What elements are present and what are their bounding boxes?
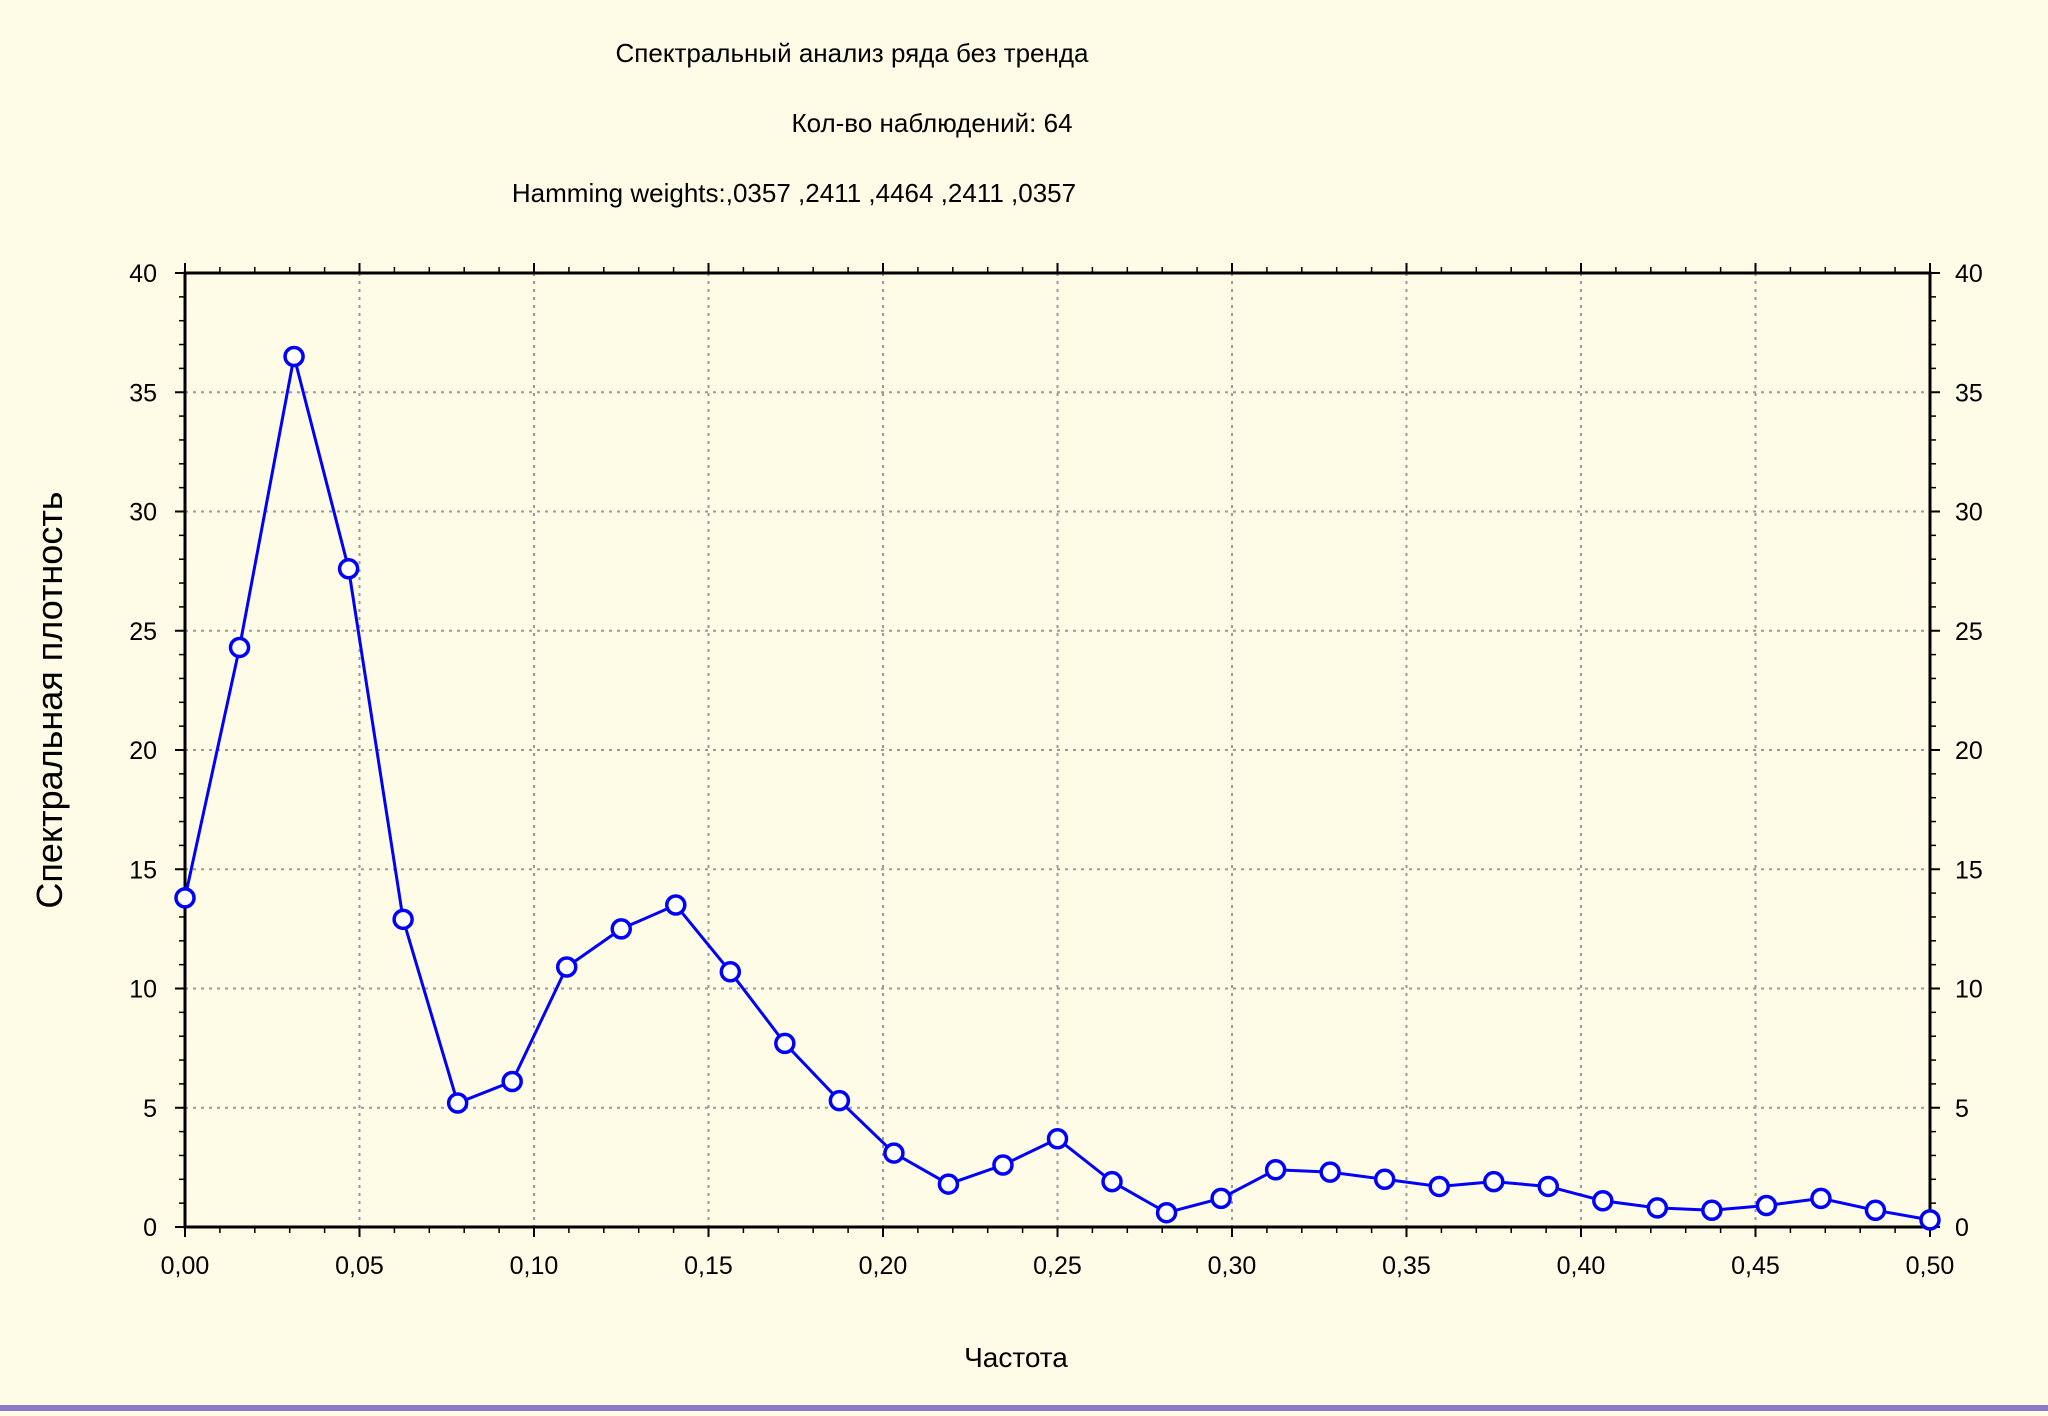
data-point xyxy=(828,1089,851,1112)
y-tick-label-right: 5 xyxy=(1955,1095,1969,1123)
y-tick-labels-left: 0 5 10 15 20 25 30 35 40 xyxy=(129,260,157,1242)
y-tick-label-right: 40 xyxy=(1955,260,1983,288)
data-point xyxy=(283,345,305,368)
y-tick-label-right: 15 xyxy=(1955,856,1983,884)
x-tick-labels: 0,00 0,05 0,10 0,15 0,20 0,25 0,30 0,35 0,40 0,45… xyxy=(161,1252,1955,1280)
data-point xyxy=(1483,1170,1505,1193)
data-point xyxy=(774,1032,796,1055)
y-tick-label-left: 10 xyxy=(129,976,157,1004)
y-tick-label-right: 30 xyxy=(1955,499,1983,527)
data-series xyxy=(174,345,1941,1231)
y-tick-label-left: 30 xyxy=(129,499,157,527)
data-point xyxy=(392,908,414,931)
data-point xyxy=(992,1154,1014,1176)
x-tick-label: 0,45 xyxy=(1731,1252,1780,1280)
data-point xyxy=(1210,1187,1232,1210)
data-point xyxy=(1864,1199,1887,1222)
y-tick-label-left: 35 xyxy=(129,379,157,407)
x-tick-label: 0,30 xyxy=(1208,1252,1257,1280)
data-point xyxy=(174,887,196,909)
chart-subtitle-weights: Hamming weights:,0357 ,2411 ,4464 ,2411 … xyxy=(512,178,1076,208)
data-point xyxy=(1919,1209,1941,1231)
y-tick-label-right: 0 xyxy=(1955,1214,1969,1242)
data-point xyxy=(883,1142,905,1164)
y-tick-label-right: 20 xyxy=(1955,737,1983,765)
data-point xyxy=(1046,1128,1069,1150)
y-tick-label-left: 5 xyxy=(143,1095,157,1123)
data-point xyxy=(1319,1161,1341,1183)
data-point xyxy=(1701,1199,1723,1222)
y-tick-label-right: 10 xyxy=(1955,976,1983,1004)
data-point xyxy=(1755,1194,1778,1217)
y-tick-label-right: 25 xyxy=(1955,618,1983,646)
data-point xyxy=(1646,1197,1669,1219)
x-tick-label: 0,05 xyxy=(335,1252,384,1280)
data-point xyxy=(1810,1187,1832,1210)
data-point xyxy=(1537,1175,1560,1198)
data-point xyxy=(719,961,742,983)
y-tick-label-left: 20 xyxy=(129,737,157,765)
x-axis-title: Частота xyxy=(964,1342,1068,1373)
y-tick-label-left: 0 xyxy=(143,1214,157,1242)
data-point xyxy=(1373,1168,1396,1191)
y-tick-label-right: 35 xyxy=(1955,379,1983,407)
data-point xyxy=(1101,1170,1123,1193)
data-point xyxy=(1428,1175,1450,1198)
y-tick-label-left: 15 xyxy=(129,856,157,884)
x-tick-label: 0,10 xyxy=(510,1252,559,1280)
x-tick-label: 0,25 xyxy=(1033,1252,1082,1280)
data-point xyxy=(1264,1159,1287,1181)
window-bottom-border xyxy=(0,1405,2048,1411)
x-tick-label: 0,00 xyxy=(161,1252,210,1280)
x-tick-label: 0,20 xyxy=(859,1252,908,1280)
data-point xyxy=(228,636,251,659)
data-point xyxy=(555,956,578,978)
grid xyxy=(185,273,1930,1227)
y-axis-title: Спектральная плотность xyxy=(29,491,70,908)
data-point xyxy=(337,557,360,580)
x-tick-label: 0,50 xyxy=(1906,1252,1955,1280)
y-tick-label-left: 25 xyxy=(129,618,157,646)
y-tick-label-left: 40 xyxy=(129,260,157,288)
x-tick-label: 0,15 xyxy=(684,1252,733,1280)
data-point xyxy=(1592,1190,1614,1212)
chart-title: Спектральный анализ ряда без тренда xyxy=(616,38,1090,68)
x-tick-label: 0,40 xyxy=(1557,1252,1606,1280)
data-point xyxy=(501,1070,523,1093)
chart-title-group: Спектральный анализ ряда без тренда Кол-… xyxy=(512,38,1089,208)
data-point xyxy=(1155,1201,1178,1224)
data-point xyxy=(446,1092,469,1114)
x-tick-label: 0,35 xyxy=(1382,1252,1431,1280)
data-point xyxy=(937,1173,960,1195)
data-point xyxy=(665,894,687,916)
data-point xyxy=(610,918,632,940)
y-tick-labels-right: 0 5 10 15 20 25 30 35 40 xyxy=(1955,260,1983,1242)
chart-subtitle-observations: Кол-во наблюдений: 64 xyxy=(791,108,1072,138)
plot-frame xyxy=(183,271,1932,1229)
